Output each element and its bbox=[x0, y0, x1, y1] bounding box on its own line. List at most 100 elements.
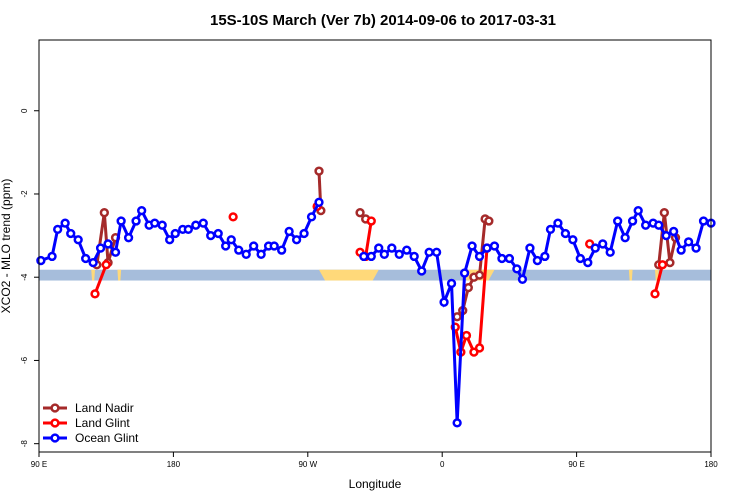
series-0-point-16 bbox=[659, 208, 669, 218]
land-band-segment-1 bbox=[117, 269, 122, 281]
series-2-point-23 bbox=[198, 218, 208, 228]
legend-label-0: Land Nadir bbox=[75, 401, 134, 415]
series-line-1-0 bbox=[93, 264, 108, 295]
x-axis: 90 E 180 90 W 0 90 E 180 bbox=[31, 452, 718, 469]
series-2-point-5 bbox=[73, 235, 83, 245]
series-2-point-83 bbox=[669, 226, 679, 237]
series-1-point-11 bbox=[474, 343, 485, 353]
series-2-point-1 bbox=[47, 251, 57, 262]
series-2-point-57 bbox=[482, 243, 492, 253]
series-2-point-69 bbox=[568, 235, 578, 245]
series-2-point-9 bbox=[103, 239, 113, 249]
series-2-point-14 bbox=[137, 205, 147, 216]
series-2-point-30 bbox=[249, 241, 259, 251]
series-2-point-86 bbox=[691, 243, 701, 253]
series-2-point-66 bbox=[545, 224, 556, 235]
series-0-point-17 bbox=[665, 257, 675, 268]
x-tick-label-5: 180 bbox=[704, 460, 718, 469]
y-axis: 0 -2 -4 -6 -8 bbox=[20, 108, 39, 447]
series-line-2-1 bbox=[363, 207, 712, 423]
legend-label-1: Land Glint bbox=[75, 416, 130, 430]
series-2-point-47 bbox=[409, 251, 419, 262]
y-tick-label-4: -8 bbox=[20, 440, 29, 448]
series-2-point-7 bbox=[88, 257, 98, 268]
series-2-point-72 bbox=[590, 243, 600, 253]
series-1-point-6 bbox=[366, 216, 376, 226]
x-tick-label-3: 0 bbox=[440, 460, 445, 469]
series-2-point-29 bbox=[241, 249, 251, 259]
series-2-point-25 bbox=[213, 228, 223, 239]
series-2-point-44 bbox=[387, 243, 397, 253]
legend-marker-2 bbox=[50, 433, 60, 443]
series-2-point-63 bbox=[525, 243, 535, 253]
series-0-point-8 bbox=[452, 312, 462, 322]
series-2-point-45 bbox=[394, 249, 404, 259]
series-0-point-14 bbox=[484, 216, 494, 226]
series-0-point-4 bbox=[314, 166, 324, 176]
series-2-point-0 bbox=[36, 255, 46, 266]
series-2-point-19 bbox=[170, 228, 180, 239]
series-2-point-55 bbox=[467, 241, 477, 251]
series-2-point-21 bbox=[183, 224, 193, 235]
legend-marker-1 bbox=[50, 418, 60, 428]
land-band-segment-2 bbox=[319, 269, 379, 281]
series-layer bbox=[36, 166, 716, 428]
series-2-point-71 bbox=[583, 257, 593, 268]
surface-band bbox=[39, 269, 711, 281]
series-2-point-51 bbox=[439, 297, 449, 307]
series-2-point-38 bbox=[306, 212, 317, 222]
x-tick-label-4: 90 E bbox=[568, 460, 584, 469]
series-2-point-35 bbox=[284, 226, 294, 237]
series-2-point-46 bbox=[402, 245, 412, 255]
series-2-point-81 bbox=[654, 220, 664, 230]
series-2-point-54 bbox=[459, 268, 470, 278]
series-2-point-68 bbox=[560, 228, 571, 239]
series-2-point-8 bbox=[95, 243, 106, 253]
series-2-point-2 bbox=[53, 224, 63, 235]
series-2-point-65 bbox=[540, 251, 550, 262]
series-2-point-17 bbox=[157, 220, 167, 230]
series-2-point-42 bbox=[374, 243, 384, 253]
series-2-point-76 bbox=[620, 233, 630, 243]
y-axis-label: XCO2 - MLO trend (ppm) bbox=[0, 179, 13, 314]
series-2-point-77 bbox=[627, 216, 638, 226]
land-band-segment-4 bbox=[628, 269, 633, 281]
series-2-point-26 bbox=[221, 241, 231, 251]
series-2-point-58 bbox=[489, 241, 500, 251]
series-2-point-16 bbox=[150, 218, 160, 228]
series-line-1-6 bbox=[653, 264, 664, 295]
plot-frame bbox=[38, 39, 712, 453]
series-2-point-75 bbox=[613, 216, 623, 226]
series-2-point-74 bbox=[605, 247, 615, 257]
series-1-point-14 bbox=[650, 289, 660, 299]
y-tick-label-0: 0 bbox=[20, 108, 29, 113]
series-2-point-40 bbox=[359, 251, 369, 262]
series-1-point-9 bbox=[461, 330, 472, 341]
series-1-point-1 bbox=[101, 260, 111, 270]
series-2-point-12 bbox=[123, 233, 134, 243]
series-2-point-48 bbox=[417, 266, 427, 276]
series-2-point-27 bbox=[226, 235, 236, 245]
series-2-point-34 bbox=[277, 245, 287, 255]
series-2-point-60 bbox=[504, 253, 515, 264]
series-0-point-10 bbox=[463, 282, 473, 293]
series-2-point-61 bbox=[512, 264, 522, 274]
series-2-point-82 bbox=[661, 230, 671, 241]
legend-marker-0 bbox=[50, 403, 60, 413]
series-2-point-50 bbox=[431, 247, 442, 257]
series-2-point-41 bbox=[366, 251, 376, 262]
series-2-point-33 bbox=[269, 241, 279, 251]
series-2-point-73 bbox=[598, 239, 608, 249]
series-2-point-49 bbox=[424, 247, 434, 257]
y-tick-label-1: -2 bbox=[20, 190, 29, 198]
series-2-point-62 bbox=[517, 274, 528, 284]
x-tick-label-1: 180 bbox=[167, 460, 181, 469]
series-2-point-24 bbox=[206, 230, 216, 241]
series-2-point-4 bbox=[66, 228, 76, 239]
series-2-point-79 bbox=[641, 220, 651, 230]
series-2-point-56 bbox=[474, 251, 485, 262]
series-2-point-3 bbox=[60, 218, 70, 228]
series-2-point-37 bbox=[299, 228, 309, 239]
